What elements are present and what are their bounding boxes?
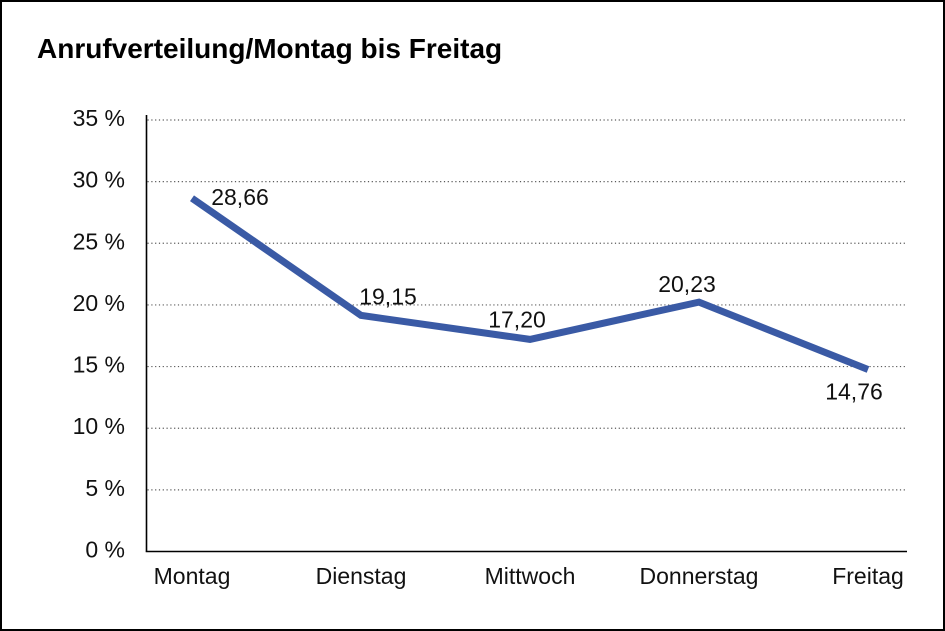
value-label: 14,76 [825, 379, 883, 405]
chart-title: Anrufverteilung/Montag bis Freitag [37, 33, 503, 64]
x-tick-label: Montag [154, 563, 231, 589]
value-label: 17,20 [488, 306, 546, 332]
y-tick-label: 0 % [85, 537, 125, 563]
value-label: 20,23 [658, 271, 716, 297]
data-line-anrufverteilung [190, 195, 870, 373]
x-tick-label: Mittwoch [485, 563, 576, 589]
x-tick-label: Donnerstag [640, 563, 759, 589]
y-tick-label: 30 % [73, 167, 125, 193]
value-label: 19,15 [359, 283, 417, 309]
y-tick-label: 10 % [73, 413, 125, 439]
x-tick-label: Freitag [832, 563, 904, 589]
y-tick-label: 35 % [73, 105, 125, 131]
y-tick-label: 25 % [73, 228, 125, 254]
y-tick-label: 20 % [73, 290, 125, 316]
x-tick-label: Dienstag [316, 563, 407, 589]
y-tick-label: 15 % [73, 352, 125, 378]
value-label: 28,66 [211, 184, 269, 210]
y-tick-label: 5 % [85, 475, 125, 501]
